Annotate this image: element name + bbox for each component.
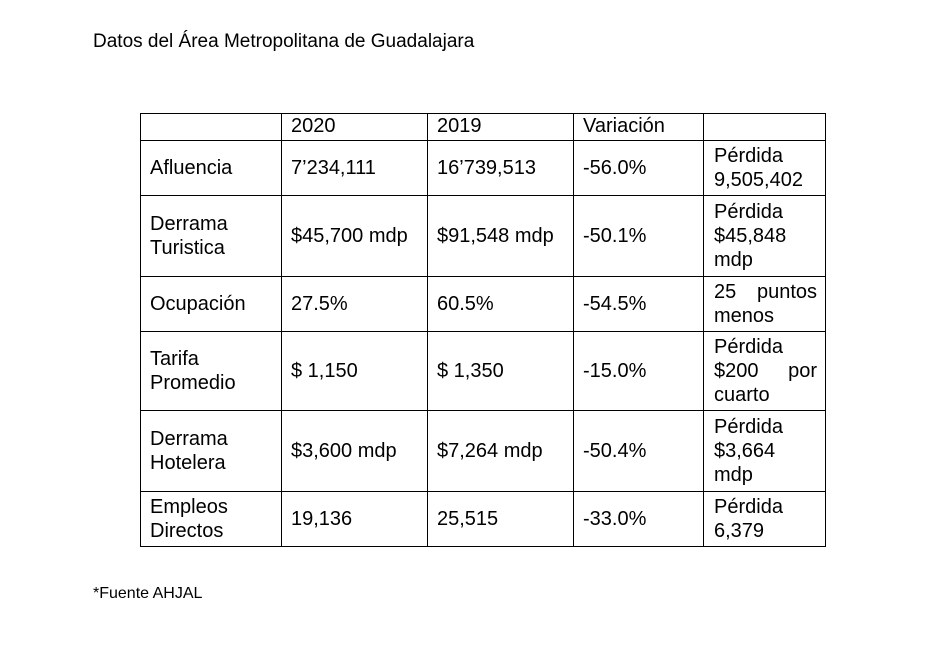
value-2020: 19,136 xyxy=(281,491,428,547)
value-2020: $ 1,150 xyxy=(281,331,428,411)
value-2020: $3,600 mdp xyxy=(281,410,428,492)
note-cell: Pérdida 6,379 xyxy=(703,491,826,547)
note-cell: 25 puntos menos xyxy=(703,276,826,332)
variation-value: -15.0% xyxy=(573,331,704,411)
header-cell-label xyxy=(140,113,282,141)
row-label: Tarifa Promedio xyxy=(140,331,282,411)
note-cell: Pérdida $45,848 mdp xyxy=(703,195,826,277)
value-2019: $ 1,350 xyxy=(427,331,574,411)
variation-value: -50.4% xyxy=(573,410,704,492)
header-cell-variation: Variación xyxy=(573,113,704,141)
table-header-row: 2020 2019 Variación xyxy=(140,113,826,141)
table-row: Derrama Hotelera $3,600 mdp $7,264 mdp -… xyxy=(140,410,826,492)
variation-value: -50.1% xyxy=(573,195,704,277)
value-2020: 27.5% xyxy=(281,276,428,332)
row-label: Afluencia xyxy=(140,140,282,196)
header-cell-2019: 2019 xyxy=(427,113,574,141)
value-2019: $91,548 mdp xyxy=(427,195,574,277)
table-row: Tarifa Promedio $ 1,150 $ 1,350 -15.0% P… xyxy=(140,331,826,411)
note-cell: Pérdida $200 por cuarto xyxy=(703,331,826,411)
table-row: Afluencia 7’234,111 16’739,513 -56.0% Pé… xyxy=(140,140,826,196)
header-cell-2020: 2020 xyxy=(281,113,428,141)
row-label: Derrama Turistica xyxy=(140,195,282,277)
value-2020: $45,700 mdp xyxy=(281,195,428,277)
data-table: 2020 2019 Variación Afluencia 7’234,111 … xyxy=(140,113,826,547)
note-cell: Pérdida 9,505,402 xyxy=(703,140,826,196)
value-2019: 16’739,513 xyxy=(427,140,574,196)
note-cell: Pérdida $3,664 mdp xyxy=(703,410,826,492)
row-label: Ocupación xyxy=(140,276,282,332)
table-row: Empleos Directos 19,136 25,515 -33.0% Pé… xyxy=(140,491,826,547)
table-row: Derrama Turistica $45,700 mdp $91,548 md… xyxy=(140,195,826,277)
table-row: Ocupación 27.5% 60.5% -54.5% 25 puntos m… xyxy=(140,276,826,332)
variation-value: -33.0% xyxy=(573,491,704,547)
value-2019: 60.5% xyxy=(427,276,574,332)
source-footnote: *Fuente AHJAL xyxy=(93,585,203,602)
value-2019: 25,515 xyxy=(427,491,574,547)
row-label: Empleos Directos xyxy=(140,491,282,547)
value-2019: $7,264 mdp xyxy=(427,410,574,492)
variation-value: -56.0% xyxy=(573,140,704,196)
row-label: Derrama Hotelera xyxy=(140,410,282,492)
variation-value: -54.5% xyxy=(573,276,704,332)
document-title: Datos del Área Metropolitana de Guadalaj… xyxy=(93,31,475,52)
value-2020: 7’234,111 xyxy=(281,140,428,196)
header-cell-note xyxy=(703,113,826,141)
